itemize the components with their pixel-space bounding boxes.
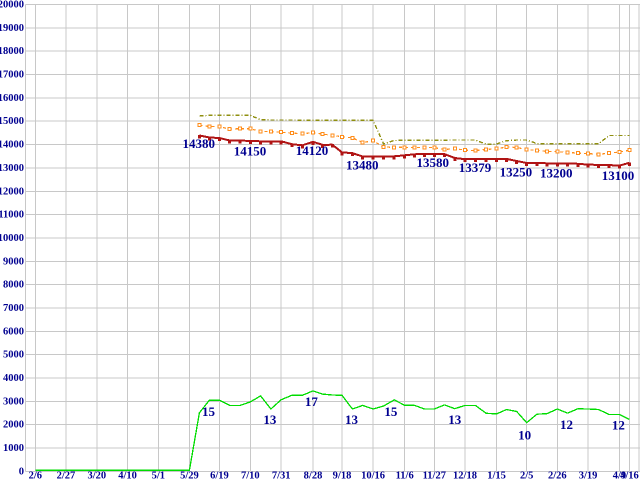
svg-text:13250: 13250	[500, 165, 533, 180]
svg-text:10000: 10000	[0, 233, 24, 244]
svg-text:6/19: 6/19	[210, 471, 229, 480]
svg-text:4000: 4000	[3, 373, 24, 384]
svg-text:2/5: 2/5	[520, 471, 533, 480]
svg-text:13580: 13580	[417, 155, 450, 170]
svg-text:11000: 11000	[0, 210, 24, 221]
svg-text:3/19: 3/19	[579, 471, 598, 480]
svg-text:3000: 3000	[3, 396, 24, 407]
svg-text:9000: 9000	[3, 256, 24, 267]
svg-text:8/28: 8/28	[304, 471, 323, 480]
svg-text:5/1: 5/1	[152, 471, 165, 480]
svg-text:7000: 7000	[3, 303, 24, 314]
svg-text:1/15: 1/15	[487, 471, 506, 480]
svg-text:17: 17	[305, 394, 319, 409]
svg-text:4/9: 4/9	[613, 471, 626, 480]
svg-text:2/27: 2/27	[57, 471, 76, 480]
svg-text:7/31: 7/31	[272, 471, 291, 480]
svg-text:11/6: 11/6	[396, 471, 414, 480]
svg-text:10: 10	[518, 428, 531, 443]
svg-text:12000: 12000	[0, 186, 24, 197]
svg-text:4/10: 4/10	[118, 471, 137, 480]
svg-text:7/10: 7/10	[241, 471, 260, 480]
svg-text:11/27: 11/27	[423, 471, 446, 480]
svg-text:14380: 14380	[182, 136, 215, 151]
svg-text:13: 13	[448, 412, 462, 427]
svg-text:14150: 14150	[234, 144, 267, 159]
svg-text:9/18: 9/18	[333, 471, 352, 480]
svg-text:13379: 13379	[459, 160, 492, 175]
svg-text:13480: 13480	[346, 158, 379, 173]
svg-text:12/18: 12/18	[453, 471, 477, 480]
svg-text:13000: 13000	[0, 163, 24, 174]
svg-text:12: 12	[612, 418, 625, 433]
svg-text:6000: 6000	[3, 326, 24, 337]
svg-text:13100: 13100	[602, 168, 635, 183]
svg-text:14120: 14120	[296, 143, 329, 158]
svg-text:18000: 18000	[0, 46, 24, 57]
svg-text:4/16: 4/16	[620, 471, 639, 480]
svg-text:15000: 15000	[0, 116, 24, 127]
svg-text:12: 12	[560, 417, 573, 432]
svg-text:0: 0	[19, 466, 24, 477]
svg-text:2/26: 2/26	[548, 471, 567, 480]
svg-text:19000: 19000	[0, 23, 24, 34]
svg-text:5000: 5000	[3, 350, 24, 361]
svg-text:15: 15	[202, 404, 216, 419]
svg-text:13: 13	[263, 412, 277, 427]
svg-text:2/6: 2/6	[29, 471, 42, 480]
svg-text:8000: 8000	[3, 280, 24, 291]
svg-text:13: 13	[345, 412, 359, 427]
svg-text:10/16: 10/16	[361, 471, 385, 480]
svg-text:13200: 13200	[540, 166, 573, 181]
svg-text:20000: 20000	[0, 0, 24, 11]
svg-text:15: 15	[384, 404, 398, 419]
svg-text:5/29: 5/29	[180, 471, 199, 480]
svg-text:17000: 17000	[0, 70, 24, 81]
svg-text:3/20: 3/20	[87, 471, 106, 480]
svg-text:2000: 2000	[3, 420, 24, 431]
svg-text:14000: 14000	[0, 140, 24, 151]
svg-text:16000: 16000	[0, 93, 24, 104]
svg-text:1000: 1000	[3, 443, 24, 454]
